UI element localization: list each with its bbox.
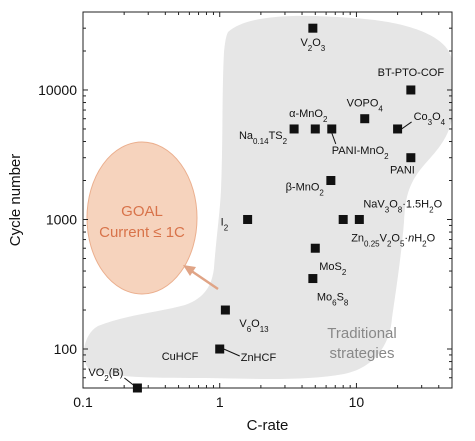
label-bt-pto-cof: BT-PTO-COF bbox=[378, 67, 445, 79]
traditional-region bbox=[83, 15, 452, 380]
label-pani: PANI bbox=[390, 165, 415, 177]
points-layer bbox=[124, 23, 416, 393]
point-cuhcf bbox=[215, 344, 225, 354]
label-co3o4: Co3O4 bbox=[414, 111, 446, 127]
point-i2 bbox=[243, 214, 253, 224]
goal-subtitle: Current ≤ 1C bbox=[99, 224, 185, 241]
y-axis-title: Cycle number bbox=[7, 154, 24, 247]
point-alpha-mno2 bbox=[310, 124, 320, 134]
traditional-label-line1: Traditional bbox=[327, 325, 396, 342]
label-cuhcf: CuHCF bbox=[162, 351, 199, 363]
label-mo6s8: Mo6S8 bbox=[317, 292, 349, 308]
plot-frame bbox=[82, 11, 453, 389]
point-bt-pto-cof bbox=[406, 85, 416, 95]
label-nav3o8-1-5h2o: NaV3O8·1.5H2O bbox=[363, 198, 442, 214]
goal-region bbox=[86, 141, 198, 295]
point-v2o3 bbox=[308, 23, 318, 33]
label-beta-mno2: β-MnO2 bbox=[286, 182, 325, 198]
x-tick-label: 0.1 bbox=[73, 394, 93, 410]
x-tick-label: 1 bbox=[216, 394, 224, 410]
goal-arrow-head bbox=[183, 265, 196, 276]
point-v6o13 bbox=[220, 305, 230, 315]
point-co3o4 bbox=[393, 124, 403, 134]
point-vo2-b- bbox=[132, 383, 142, 393]
axes-layer: 0.1 1 10 100 1000 10000 C-rate Cycle number bbox=[7, 11, 453, 434]
label-i2: I2 bbox=[221, 216, 229, 232]
label-mos2: MoS2 bbox=[319, 261, 347, 277]
vo2-leader-line bbox=[124, 377, 134, 386]
point-pani bbox=[406, 153, 416, 163]
x-axis-title: C-rate bbox=[247, 417, 289, 434]
point-nav3o8-1-5h2o bbox=[354, 214, 364, 224]
label-pani-mno2: PANI-MnO2 bbox=[332, 145, 389, 161]
label-vo2-b-: VO2(B) bbox=[88, 367, 123, 383]
label-alpha-mno2: α-MnO2 bbox=[289, 108, 328, 124]
goal-arrow-shaft bbox=[189, 268, 219, 291]
label-v2o3: V2O3 bbox=[300, 37, 325, 53]
region-layer: GOAL Current ≤ 1C Traditional strategies bbox=[83, 15, 452, 380]
point-vopo4 bbox=[360, 114, 370, 124]
label-na0-14ts2: Na0.14TS2 bbox=[239, 130, 288, 146]
point-na0-14ts2 bbox=[289, 124, 299, 134]
goal-title: GOAL bbox=[121, 203, 163, 220]
znhcf-leader-line bbox=[223, 348, 240, 357]
y-tick-label: 10000 bbox=[38, 82, 77, 98]
label-znhcf: ZnHCF bbox=[241, 352, 277, 364]
y-tick-label: 100 bbox=[54, 341, 78, 357]
x-tick-label: 10 bbox=[349, 394, 365, 410]
pani-mno2-leader-line bbox=[331, 132, 337, 145]
point-mos2 bbox=[310, 243, 320, 253]
point-mo6s8 bbox=[308, 274, 318, 284]
traditional-label-line2: strategies bbox=[329, 345, 394, 362]
co3o4-leader-line bbox=[401, 121, 412, 130]
y-tick-label: 1000 bbox=[46, 211, 77, 227]
label-vopo4: VOPO4 bbox=[347, 98, 384, 114]
point-zn0-25v2o5-nh2o bbox=[338, 214, 348, 224]
point-pani-mno2 bbox=[327, 124, 337, 134]
point-beta-mno2 bbox=[326, 176, 336, 186]
